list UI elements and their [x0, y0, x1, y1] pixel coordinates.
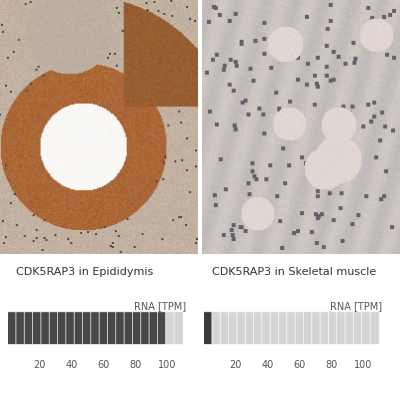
FancyBboxPatch shape — [212, 312, 221, 344]
FancyBboxPatch shape — [66, 312, 75, 344]
FancyBboxPatch shape — [287, 312, 296, 344]
FancyBboxPatch shape — [108, 312, 117, 344]
FancyBboxPatch shape — [174, 312, 183, 344]
Text: 40: 40 — [262, 360, 274, 370]
Text: CDK5RAP3 in Epididymis: CDK5RAP3 in Epididymis — [16, 267, 153, 277]
FancyBboxPatch shape — [270, 312, 279, 344]
Text: 80: 80 — [129, 360, 141, 370]
FancyBboxPatch shape — [254, 312, 263, 344]
Text: 100: 100 — [158, 360, 176, 370]
FancyBboxPatch shape — [320, 312, 329, 344]
FancyBboxPatch shape — [220, 312, 229, 344]
FancyBboxPatch shape — [245, 312, 254, 344]
FancyBboxPatch shape — [158, 312, 166, 344]
FancyBboxPatch shape — [141, 312, 150, 344]
FancyBboxPatch shape — [262, 312, 271, 344]
FancyBboxPatch shape — [116, 312, 125, 344]
FancyBboxPatch shape — [8, 312, 17, 344]
FancyBboxPatch shape — [370, 312, 379, 344]
FancyBboxPatch shape — [149, 312, 158, 344]
FancyBboxPatch shape — [132, 312, 142, 344]
FancyBboxPatch shape — [337, 312, 346, 344]
FancyBboxPatch shape — [58, 312, 67, 344]
FancyBboxPatch shape — [228, 312, 238, 344]
FancyBboxPatch shape — [16, 312, 25, 344]
FancyBboxPatch shape — [24, 312, 33, 344]
FancyBboxPatch shape — [82, 312, 92, 344]
FancyBboxPatch shape — [354, 312, 362, 344]
FancyBboxPatch shape — [237, 312, 246, 344]
FancyBboxPatch shape — [32, 312, 42, 344]
FancyBboxPatch shape — [166, 312, 175, 344]
Text: 20: 20 — [230, 360, 242, 370]
FancyBboxPatch shape — [124, 312, 133, 344]
FancyBboxPatch shape — [328, 312, 338, 344]
FancyBboxPatch shape — [362, 312, 371, 344]
Text: 100: 100 — [354, 360, 372, 370]
FancyBboxPatch shape — [49, 312, 58, 344]
FancyBboxPatch shape — [74, 312, 83, 344]
FancyBboxPatch shape — [278, 312, 288, 344]
FancyBboxPatch shape — [204, 312, 213, 344]
FancyBboxPatch shape — [304, 312, 313, 344]
FancyBboxPatch shape — [91, 312, 100, 344]
Text: RNA [TPM]: RNA [TPM] — [330, 302, 382, 312]
FancyBboxPatch shape — [41, 312, 50, 344]
Text: CDK5RAP3 in Skeletal muscle: CDK5RAP3 in Skeletal muscle — [212, 267, 376, 277]
Text: 20: 20 — [34, 360, 46, 370]
Text: 60: 60 — [97, 360, 110, 370]
FancyBboxPatch shape — [99, 312, 108, 344]
FancyBboxPatch shape — [312, 312, 321, 344]
Text: 60: 60 — [293, 360, 306, 370]
FancyBboxPatch shape — [345, 312, 354, 344]
Text: 40: 40 — [66, 360, 78, 370]
Text: RNA [TPM]: RNA [TPM] — [134, 302, 186, 312]
Text: 80: 80 — [325, 360, 337, 370]
FancyBboxPatch shape — [295, 312, 304, 344]
